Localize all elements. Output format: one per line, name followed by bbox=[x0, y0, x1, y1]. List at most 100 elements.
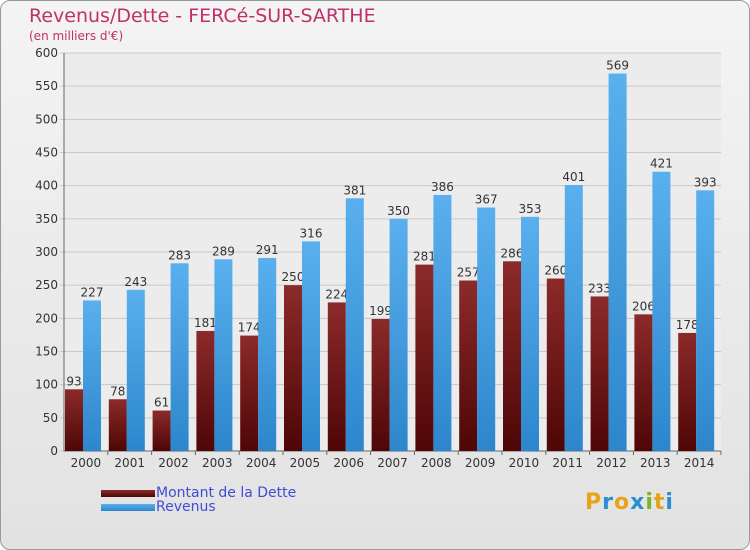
y-tick-label: 100 bbox=[35, 378, 58, 392]
x-tick-label: 2002 bbox=[158, 456, 189, 470]
data-label: 381 bbox=[343, 183, 366, 197]
data-label: 181 bbox=[194, 316, 217, 330]
y-tick-label: 200 bbox=[35, 311, 58, 325]
x-tick-label: 2012 bbox=[596, 456, 627, 470]
bar-dette bbox=[546, 278, 565, 451]
data-label: 289 bbox=[212, 244, 235, 258]
y-tick-label: 400 bbox=[35, 179, 58, 193]
data-label: 316 bbox=[300, 226, 323, 240]
data-label: 257 bbox=[457, 266, 480, 280]
x-tick-label: 2000 bbox=[71, 456, 102, 470]
bar-dette bbox=[634, 314, 653, 451]
y-tick-label: 550 bbox=[35, 79, 58, 93]
data-label: 227 bbox=[81, 285, 104, 299]
bar-dette bbox=[459, 280, 478, 451]
legend-label-dette: Montant de la Dette bbox=[156, 485, 297, 501]
bar-dette bbox=[284, 285, 302, 451]
y-tick-label: 500 bbox=[35, 112, 58, 126]
data-label: 421 bbox=[650, 157, 673, 171]
bar-dette bbox=[503, 261, 521, 451]
bar-revenus bbox=[433, 194, 452, 451]
bar-revenus bbox=[564, 185, 583, 451]
y-tick-label: 150 bbox=[35, 345, 58, 359]
x-tick-label: 2003 bbox=[202, 456, 233, 470]
x-tick-label: 2007 bbox=[377, 456, 408, 470]
bar-dette bbox=[678, 332, 697, 451]
bar-revenus bbox=[521, 216, 539, 451]
y-tick-label: 350 bbox=[35, 212, 58, 226]
data-label: 61 bbox=[154, 396, 169, 410]
bar-revenus bbox=[258, 257, 277, 451]
bar-revenus bbox=[345, 198, 364, 451]
proxiti-logo: Proxiti bbox=[585, 490, 674, 515]
x-tick-label: 2014 bbox=[684, 456, 715, 470]
data-label: 199 bbox=[369, 304, 392, 318]
bar-dette bbox=[415, 264, 434, 451]
y-tick-label: 0 bbox=[50, 444, 58, 458]
data-label: 291 bbox=[256, 243, 279, 257]
bar-revenus bbox=[170, 263, 189, 451]
bar-revenus bbox=[608, 73, 627, 452]
bar-revenus bbox=[214, 259, 233, 451]
chart-subtitle: (en milliers d'€) bbox=[29, 29, 124, 43]
data-label: 286 bbox=[501, 246, 524, 260]
data-label: 569 bbox=[606, 59, 629, 73]
logo-letter: t bbox=[653, 490, 666, 515]
bar-revenus bbox=[477, 207, 496, 451]
data-label: 174 bbox=[238, 321, 261, 335]
legend-label-revenus: Revenus bbox=[156, 499, 216, 515]
logo-letter: i bbox=[665, 490, 674, 515]
data-label: 401 bbox=[562, 170, 585, 184]
y-tick-label: 50 bbox=[43, 411, 58, 425]
legend-swatch-revenus bbox=[101, 504, 155, 511]
x-tick-label: 2009 bbox=[465, 456, 496, 470]
bar-revenus bbox=[652, 171, 671, 451]
data-label: 93 bbox=[66, 374, 81, 388]
x-tick-label: 2008 bbox=[421, 456, 452, 470]
data-label: 393 bbox=[694, 175, 717, 189]
data-label: 233 bbox=[588, 281, 611, 295]
bar-dette bbox=[152, 410, 171, 451]
data-label: 78 bbox=[110, 384, 125, 398]
data-label: 206 bbox=[632, 299, 655, 313]
logo-letter: i bbox=[645, 490, 654, 515]
x-tick-label: 2013 bbox=[640, 456, 671, 470]
legend-swatch-dette bbox=[101, 490, 155, 497]
y-tick-label: 600 bbox=[35, 46, 58, 60]
y-tick-label: 300 bbox=[35, 245, 58, 259]
y-tick-label: 250 bbox=[35, 278, 58, 292]
data-label: 178 bbox=[676, 318, 699, 332]
bar-dette bbox=[327, 302, 346, 451]
data-label: 367 bbox=[475, 193, 498, 207]
data-label: 281 bbox=[413, 250, 436, 264]
bar-dette bbox=[65, 389, 83, 451]
x-tick-label: 2011 bbox=[552, 456, 583, 470]
logo-letter: x bbox=[630, 490, 646, 515]
bar-revenus bbox=[696, 190, 715, 451]
y-tick-label: 450 bbox=[35, 146, 58, 160]
bar-dette bbox=[108, 399, 127, 451]
data-label: 243 bbox=[124, 275, 147, 289]
logo-letter: r bbox=[602, 490, 614, 515]
data-label: 260 bbox=[544, 264, 567, 278]
x-tick-label: 2001 bbox=[114, 456, 145, 470]
data-label: 224 bbox=[325, 287, 348, 301]
data-label: 353 bbox=[519, 202, 542, 216]
bar-revenus bbox=[389, 218, 408, 451]
bar-revenus bbox=[126, 289, 145, 451]
x-tick-label: 2004 bbox=[246, 456, 277, 470]
bar-dette bbox=[240, 335, 259, 451]
logo-letter: P bbox=[585, 490, 603, 515]
bar-dette bbox=[371, 318, 390, 451]
data-label: 250 bbox=[282, 270, 305, 284]
bar-dette bbox=[196, 330, 215, 451]
data-label: 283 bbox=[168, 248, 191, 262]
data-label: 386 bbox=[431, 180, 454, 194]
data-label: 350 bbox=[387, 204, 410, 218]
x-tick-label: 2005 bbox=[290, 456, 321, 470]
x-tick-label: 2010 bbox=[509, 456, 540, 470]
chart-title: Revenus/Dette - FERCé-SUR-SARTHE bbox=[29, 5, 376, 27]
x-tick-label: 2006 bbox=[333, 456, 364, 470]
